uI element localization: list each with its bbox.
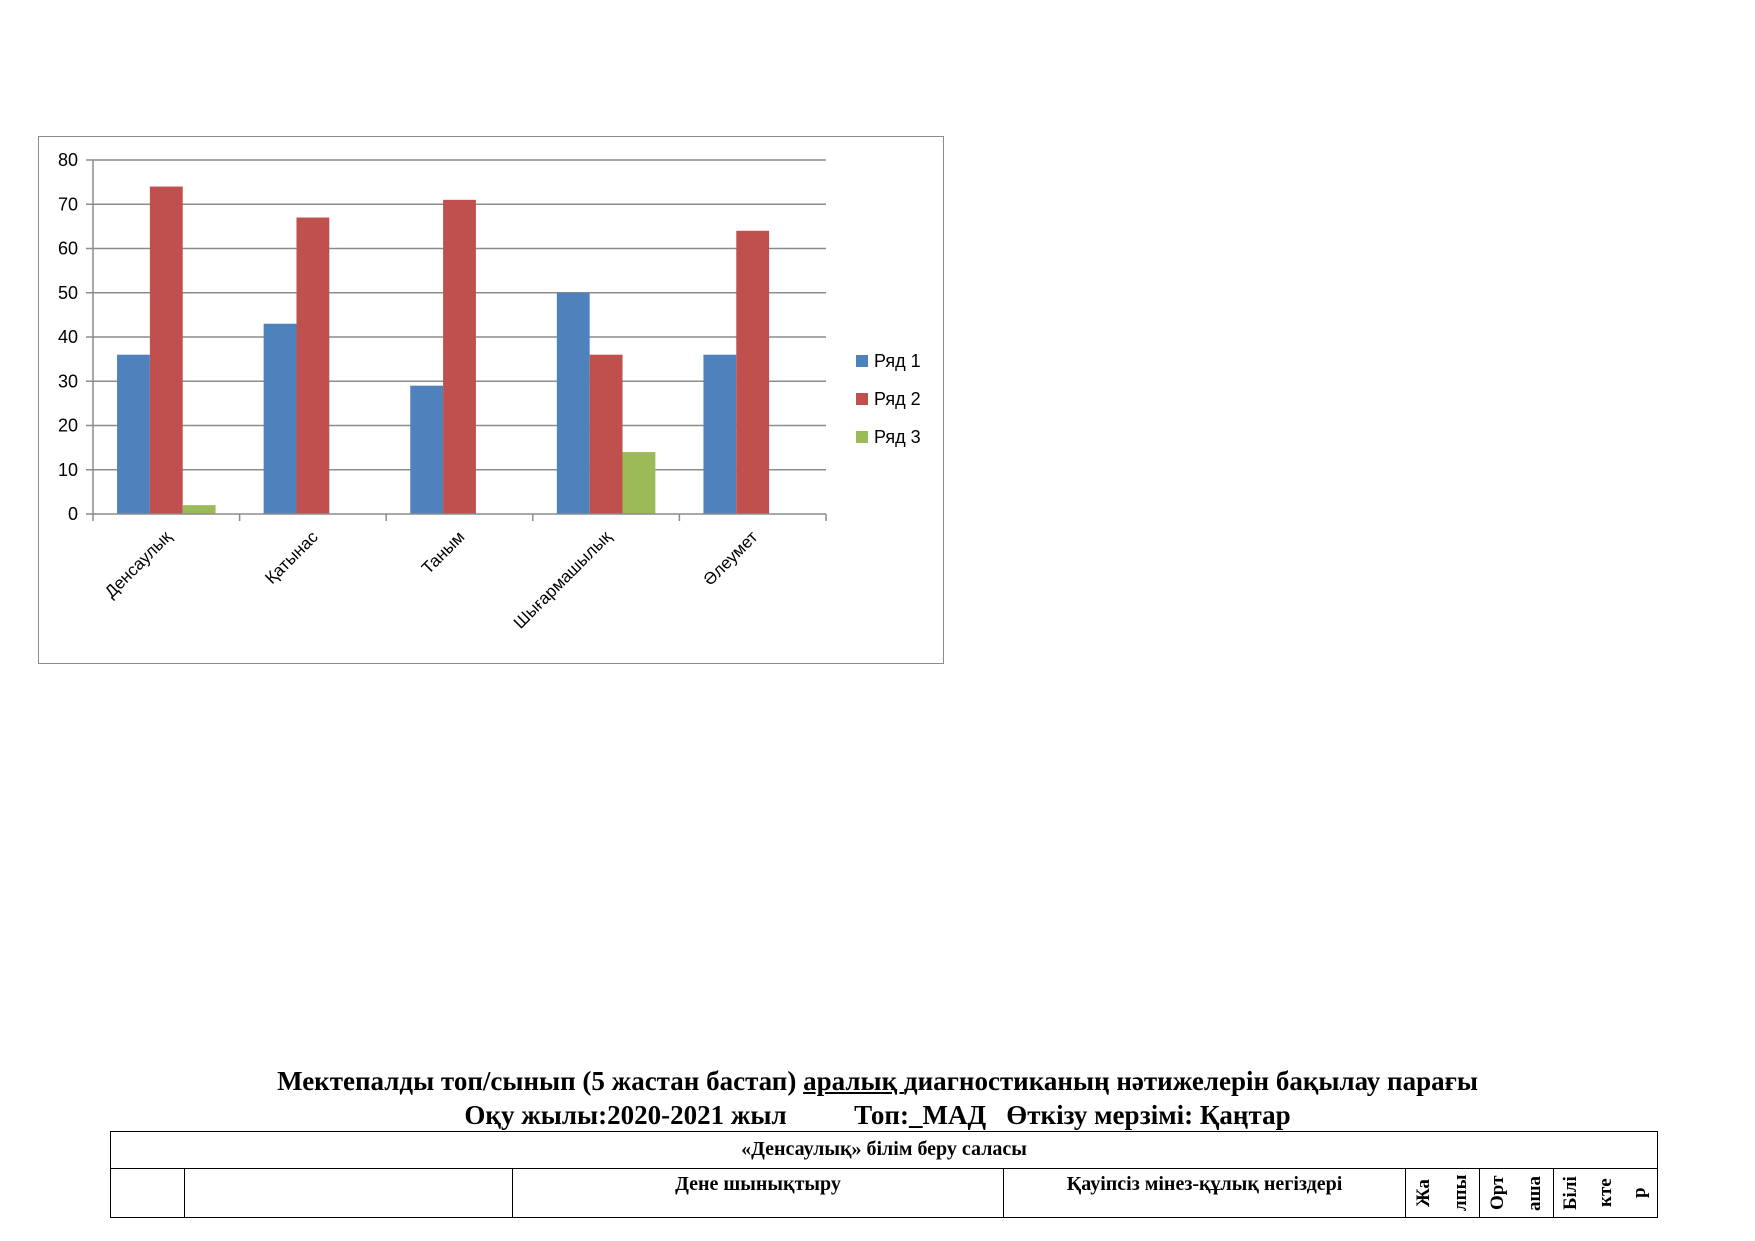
- legend-swatch: [856, 355, 868, 367]
- average-header: Орт аша: [1479, 1168, 1554, 1218]
- category-label: Әлеумет: [700, 527, 762, 589]
- category-label: Денсаулық: [101, 527, 176, 602]
- number-column-header: [110, 1168, 185, 1218]
- total-header-part-1: Жа: [1413, 1179, 1435, 1207]
- bar-2: [736, 230, 770, 515]
- y-tick-label: 50: [58, 283, 78, 303]
- chart-container: 0 10 20 30 40 50 60 70 80 Денсаулық Қатынас Таным Шы…: [38, 136, 944, 664]
- bar-2: [149, 186, 183, 515]
- bar-1: [556, 292, 590, 514]
- bar-2: [296, 217, 330, 514]
- results-table: «Денсаулық» білім беру саласы Дене шынық…: [109, 1131, 1659, 1218]
- y-tick-label: 0: [68, 504, 78, 524]
- category-label: Қатынас: [261, 527, 322, 588]
- title-part-1: Мектепалды топ/сынып (5 жастан бастап): [277, 1066, 804, 1096]
- category-label: Таным: [418, 527, 468, 577]
- legend-swatch: [856, 393, 868, 405]
- y-tick-label: 30: [58, 371, 78, 391]
- bar-2: [589, 354, 623, 514]
- y-tick-label: 40: [58, 327, 78, 347]
- bar-3: [182, 505, 216, 514]
- title-part-2: диагностиканың нәтижелерін бақылау парағ…: [903, 1066, 1478, 1096]
- document-title: Мектепалды топ/сынып (5 жастан бастап) а…: [0, 1064, 1755, 1098]
- table-row-header: Дене шынықтыру Қауіпсіз мінез-құлық негі…: [110, 1168, 1659, 1218]
- average-header-part-1: Орт: [1487, 1175, 1509, 1211]
- area-heading-cell: «Денсаулық» білім беру саласы: [109, 1131, 1659, 1169]
- category-label: Шығармашылық: [510, 527, 615, 632]
- bar-3: [622, 452, 656, 514]
- average-header-part-2: аша: [1523, 1175, 1545, 1211]
- y-tick-label: 80: [58, 150, 78, 170]
- legend-label: Ряд 3: [874, 427, 921, 447]
- skills-header-part-1: Білі: [1560, 1176, 1582, 1210]
- skills-header-part-2: кте: [1594, 1178, 1616, 1208]
- name-column-header: [184, 1168, 513, 1218]
- y-tick-label: 20: [58, 416, 78, 436]
- bar-1: [117, 354, 150, 514]
- title-underlined-word: аралық: [803, 1066, 904, 1096]
- legend-label: Ряд 2: [874, 389, 921, 409]
- y-tick-label: 60: [58, 239, 78, 259]
- bar-1: [703, 354, 737, 514]
- total-header-part-2: лпы: [1449, 1174, 1471, 1212]
- legend-label: Ряд 1: [874, 351, 921, 371]
- skills-header: Білі кте р: [1552, 1168, 1659, 1218]
- document-subtitle: Оқу жылы:2020-2021 жыл Топ:_МАД Өткізу м…: [464, 1100, 1291, 1130]
- safety-basics-header: Қауіпсіз мінез-құлық негіздері: [1003, 1168, 1406, 1218]
- bar-1: [263, 323, 297, 514]
- skills-header-part-3: р: [1628, 1187, 1650, 1199]
- y-tick-label: 70: [58, 194, 78, 214]
- table-row-area: «Денсаулық» білім беру саласы: [109, 1131, 1659, 1169]
- y-tick-label: 10: [58, 460, 78, 480]
- bar-chart: 0 10 20 30 40 50 60 70 80 Денсаулық Қатынас Таным Шы…: [58, 150, 921, 632]
- bar-2: [443, 199, 476, 514]
- physical-education-header: Дене шынықтыру: [512, 1168, 1004, 1218]
- bar-1: [410, 385, 444, 514]
- legend-swatch: [856, 431, 868, 443]
- total-header: Жа лпы: [1405, 1168, 1480, 1218]
